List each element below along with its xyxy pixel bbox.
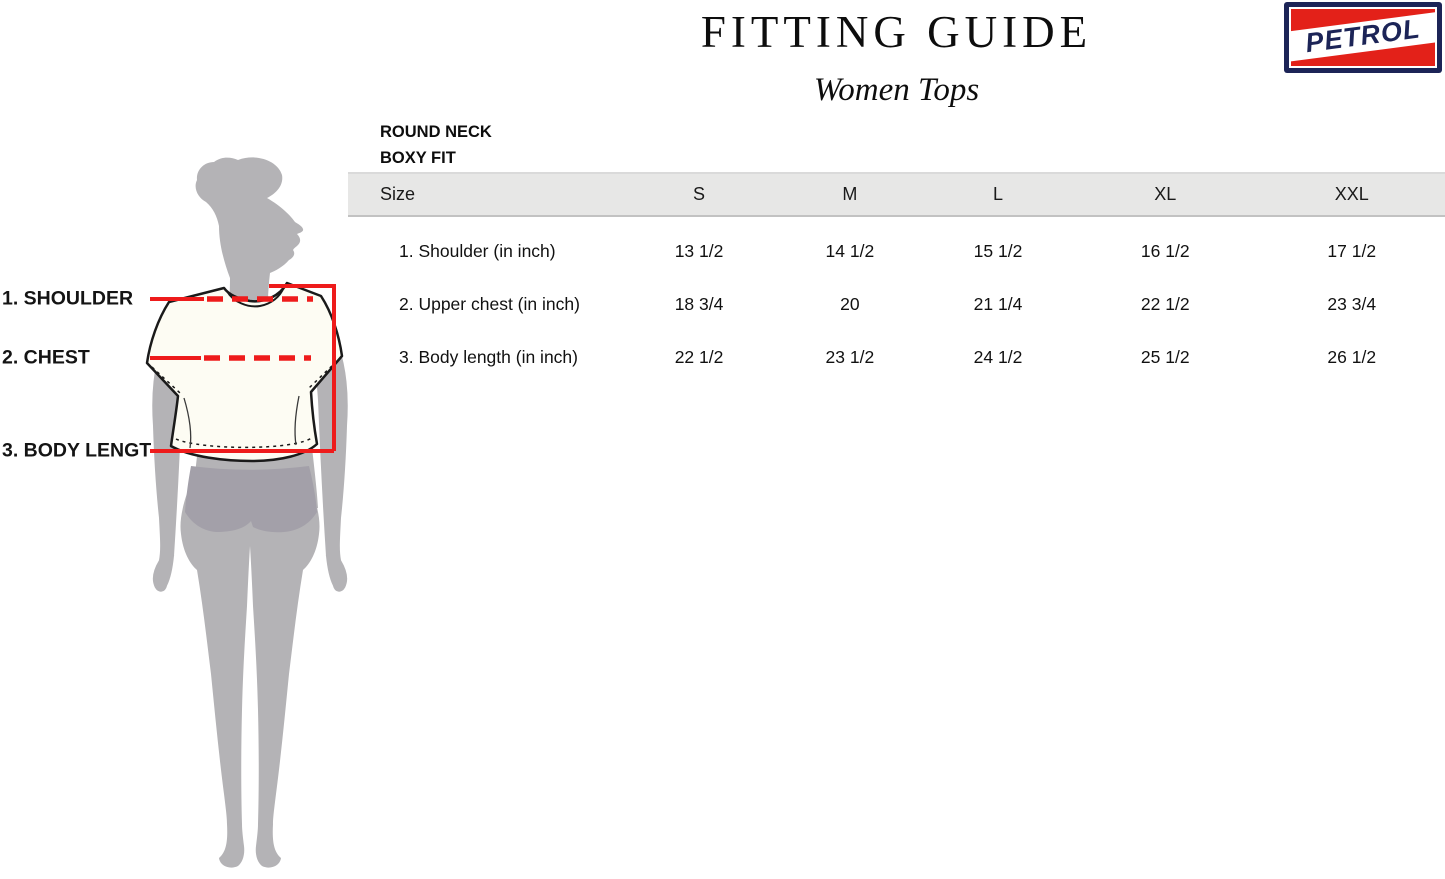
cell-value: 25 1/2 [1140, 347, 1190, 367]
tshirt-body [145, 281, 344, 463]
measure-label-shoulder: 1. SHOULDER [2, 287, 134, 310]
cell-value: 22 1/2 [674, 347, 724, 367]
row-label: 2. Upper chest (in inch) [399, 294, 580, 314]
page-title: FITTING GUIDE [700, 7, 1093, 57]
size-table: Size S M L XL XXL 1. Shoulder (in inch) … [348, 172, 1445, 384]
style-line-boxy-fit: BOXY FIT [380, 149, 456, 167]
cell-value: 16 1/2 [1140, 241, 1190, 261]
petrol-logo: PETROL [1284, 2, 1442, 73]
column-header-xxl: XXL [1334, 184, 1369, 204]
petrol-logo-band: PETROL [1291, 10, 1435, 63]
column-header-m: M [842, 184, 858, 204]
row-label: 3. Body length (in inch) [399, 347, 578, 367]
table-row-upper-chest: 2. Upper chest (in inch) 18 3/4 20 21 1/… [348, 278, 1445, 331]
cell-value: 15 1/2 [973, 241, 1023, 261]
row-label: 1. Shoulder (in inch) [399, 241, 556, 261]
cell-value: 23 3/4 [1327, 294, 1377, 314]
woman-legs-silhouette [180, 480, 320, 868]
cell-value: 20 [840, 294, 860, 314]
column-header-xl: XL [1154, 184, 1177, 204]
fit-illustration [0, 150, 360, 879]
column-header-l: L [992, 184, 1003, 204]
petrol-logo-background: PETROL [1289, 7, 1437, 68]
measurement-lines [150, 284, 336, 453]
tshirt-fold-left [183, 397, 192, 449]
woman-head-silhouette [195, 157, 304, 322]
woman-figure-svg [145, 157, 350, 868]
table-row-shoulder: 1. Shoulder (in inch) 13 1/2 14 1/2 15 1… [348, 225, 1445, 278]
woman-shorts [185, 466, 317, 533]
cell-value: 18 3/4 [674, 294, 724, 314]
cell-value: 23 1/2 [825, 347, 875, 367]
page-subtitle: Women Tops [813, 72, 980, 108]
style-line-round-neck: ROUND NECK [380, 123, 492, 141]
column-header-size: Size [380, 184, 416, 204]
measure-label-body-length: 3. BODY LENGTH [2, 439, 166, 462]
cell-value: 14 1/2 [825, 241, 875, 261]
table-row-body-length: 3. Body length (in inch) 22 1/2 23 1/2 2… [348, 331, 1445, 384]
cell-value: 24 1/2 [973, 347, 1023, 367]
tshirt-hem-stitch [175, 436, 314, 449]
cell-value: 13 1/2 [674, 241, 724, 261]
tshirt-illustration [145, 281, 344, 463]
measure-bracket [269, 284, 336, 451]
cell-value: 21 1/4 [973, 294, 1023, 314]
product-style-caption: ROUND NECK BOXY FIT [380, 119, 492, 171]
petrol-logo-text: PETROL [1303, 12, 1423, 58]
measure-label-chest: 2. CHEST [2, 346, 90, 369]
size-table-body: 1. Shoulder (in inch) 13 1/2 14 1/2 15 1… [348, 217, 1445, 384]
cell-value: 17 1/2 [1327, 241, 1377, 261]
cell-value: 22 1/2 [1140, 294, 1190, 314]
size-table-header-row: Size S M L XL XXL [348, 172, 1445, 217]
tshirt-fold-right [294, 395, 300, 446]
cell-value: 26 1/2 [1327, 347, 1377, 367]
column-header-s: S [693, 184, 706, 204]
